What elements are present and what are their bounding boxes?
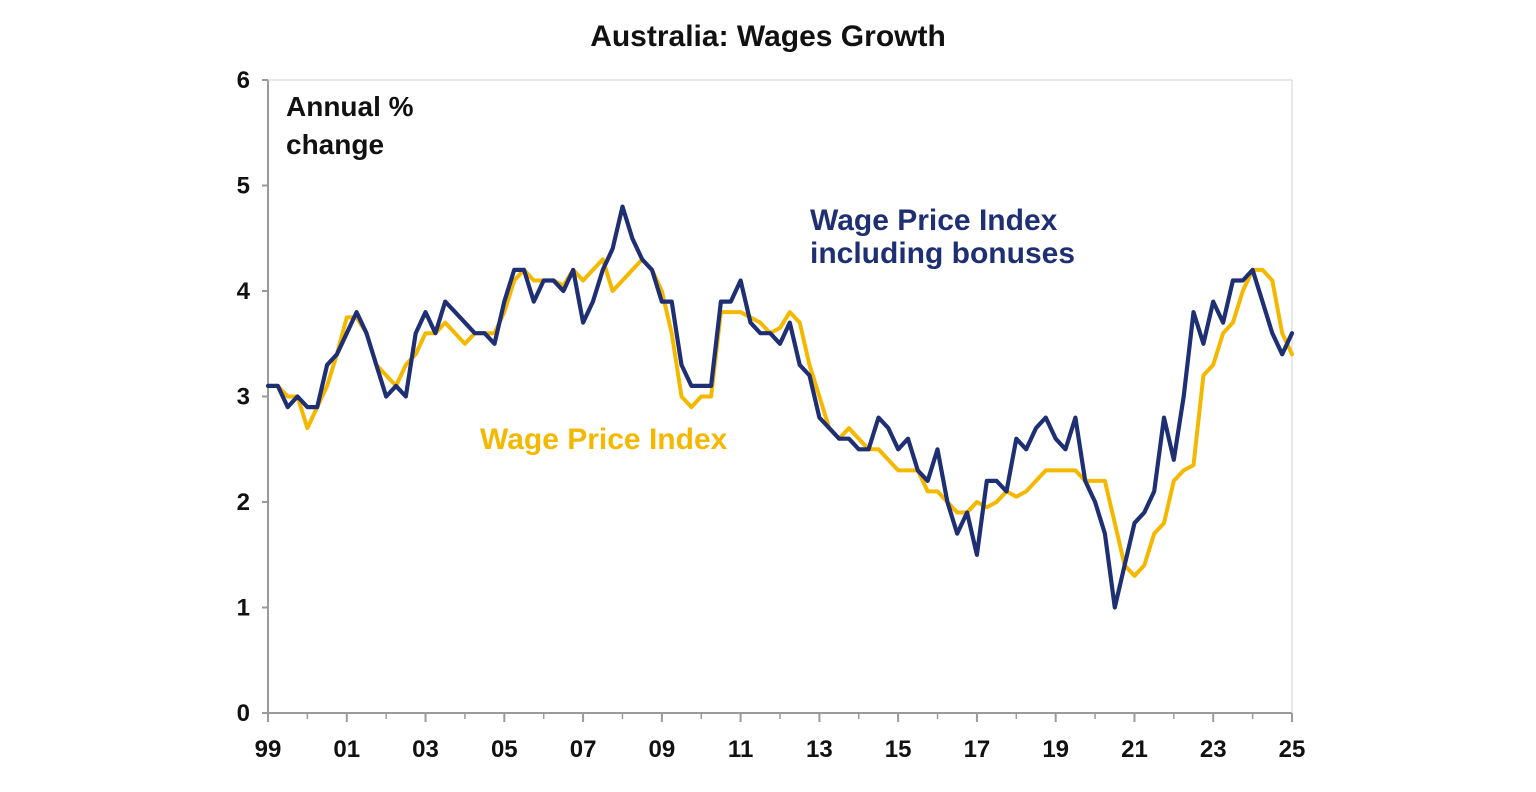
y-tick-label: 5 bbox=[237, 173, 250, 200]
series-label: Wage Price Index bbox=[810, 204, 1058, 237]
x-tick-label: 07 bbox=[570, 736, 597, 763]
x-tick-label: 21 bbox=[1121, 736, 1148, 763]
y-tick-label: 2 bbox=[237, 489, 250, 516]
x-tick-label: 17 bbox=[964, 736, 991, 763]
x-tick-label: 11 bbox=[728, 736, 753, 763]
x-tick-label: 03 bbox=[412, 736, 439, 763]
series-label: including bonuses bbox=[810, 237, 1075, 270]
chart-title: Australia: Wages Growth bbox=[590, 20, 946, 53]
x-tick-label: 13 bbox=[806, 736, 833, 763]
y-tick-label: 1 bbox=[237, 595, 250, 622]
unit-label: Annual % bbox=[286, 91, 414, 122]
x-tick-label: 99 bbox=[255, 736, 282, 763]
x-tick-label: 19 bbox=[1042, 736, 1069, 763]
y-tick-label: 4 bbox=[237, 278, 251, 305]
x-tick-label: 25 bbox=[1279, 736, 1306, 763]
x-tick-label: 05 bbox=[491, 736, 518, 763]
series-line-wage-price-index-including-bonuses bbox=[265, 204, 1295, 610]
series-label: Wage Price Index bbox=[480, 423, 728, 456]
y-tick-label: 3 bbox=[237, 384, 250, 411]
unit-label: change bbox=[286, 129, 384, 160]
x-tick-label: 23 bbox=[1200, 736, 1227, 763]
x-tick-label: 09 bbox=[648, 736, 675, 763]
y-tick-label: 6 bbox=[237, 67, 250, 94]
y-tick-label: 0 bbox=[237, 700, 250, 727]
plot-background bbox=[268, 80, 1292, 713]
x-tick-label: 15 bbox=[885, 736, 912, 763]
x-tick-label: 01 bbox=[333, 736, 360, 763]
